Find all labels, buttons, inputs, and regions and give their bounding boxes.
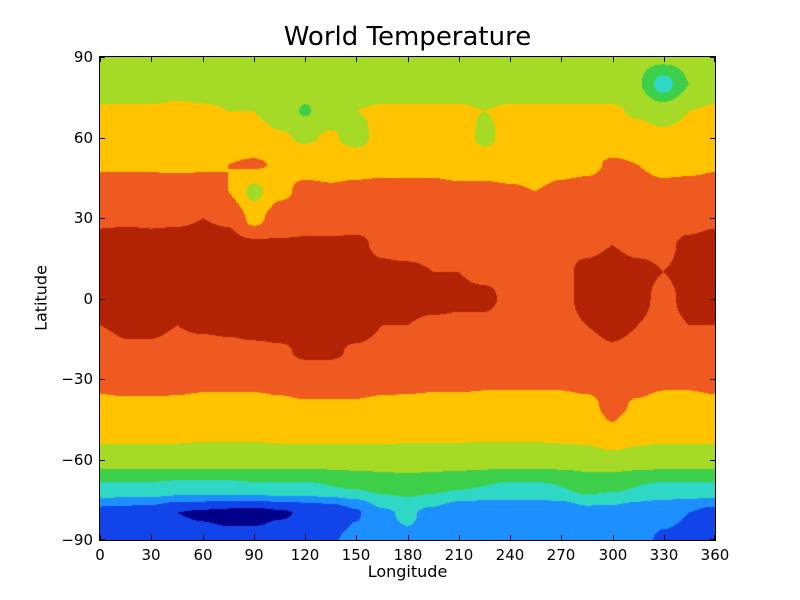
tick-mark bbox=[408, 535, 409, 540]
x-tick-label: 240 bbox=[495, 546, 525, 564]
tick-mark bbox=[100, 57, 105, 58]
tick-mark bbox=[305, 57, 306, 62]
tick-mark bbox=[100, 138, 105, 139]
plot-area bbox=[99, 56, 716, 541]
tick-mark bbox=[710, 379, 715, 380]
x-tick-label: 90 bbox=[244, 546, 264, 564]
tick-mark bbox=[664, 57, 665, 62]
y-tick-label: −30 bbox=[61, 370, 93, 388]
tick-mark bbox=[561, 535, 562, 540]
tick-mark bbox=[408, 57, 409, 62]
tick-mark bbox=[151, 535, 152, 540]
tick-mark bbox=[714, 535, 715, 540]
tick-mark bbox=[710, 138, 715, 139]
tick-mark bbox=[151, 57, 152, 62]
x-tick-label: 150 bbox=[341, 546, 371, 564]
x-tick-label: 360 bbox=[700, 546, 730, 564]
tick-mark bbox=[254, 535, 255, 540]
tick-mark bbox=[254, 57, 255, 62]
x-tick-label: 330 bbox=[649, 546, 679, 564]
tick-mark bbox=[710, 57, 715, 58]
x-axis-label: Longitude bbox=[367, 562, 448, 581]
tick-mark bbox=[510, 57, 511, 62]
x-tick-label: 210 bbox=[444, 546, 474, 564]
tick-mark bbox=[100, 539, 105, 540]
tick-mark bbox=[100, 57, 101, 62]
x-tick-label: 60 bbox=[193, 546, 213, 564]
tick-mark bbox=[100, 535, 101, 540]
y-tick-label: −60 bbox=[61, 451, 93, 469]
tick-mark bbox=[356, 57, 357, 62]
y-tick-label: 90 bbox=[73, 48, 93, 66]
x-tick-label: 120 bbox=[290, 546, 320, 564]
tick-mark bbox=[305, 535, 306, 540]
y-tick-label: 0 bbox=[83, 290, 93, 308]
x-tick-label: 300 bbox=[598, 546, 628, 564]
tick-mark bbox=[459, 535, 460, 540]
tick-mark bbox=[100, 218, 105, 219]
contour-canvas bbox=[100, 57, 715, 540]
tick-mark bbox=[356, 535, 357, 540]
tick-mark bbox=[459, 57, 460, 62]
tick-mark bbox=[710, 218, 715, 219]
y-tick-label: 30 bbox=[73, 209, 93, 227]
tick-mark bbox=[710, 299, 715, 300]
x-tick-label: 180 bbox=[393, 546, 423, 564]
tick-mark bbox=[613, 535, 614, 540]
x-tick-label: 30 bbox=[141, 546, 161, 564]
tick-mark bbox=[710, 460, 715, 461]
tick-mark bbox=[710, 539, 715, 540]
y-tick-label: −90 bbox=[61, 531, 93, 549]
tick-mark bbox=[203, 535, 204, 540]
tick-mark bbox=[664, 535, 665, 540]
tick-mark bbox=[100, 379, 105, 380]
chart-title: World Temperature bbox=[283, 22, 532, 52]
tick-mark bbox=[100, 299, 105, 300]
tick-mark bbox=[561, 57, 562, 62]
tick-mark bbox=[714, 57, 715, 62]
x-tick-label: 270 bbox=[546, 546, 576, 564]
tick-mark bbox=[613, 57, 614, 62]
tick-mark bbox=[203, 57, 204, 62]
tick-mark bbox=[100, 460, 105, 461]
x-tick-label: 0 bbox=[95, 546, 105, 564]
y-tick-label: 60 bbox=[73, 129, 93, 147]
tick-mark bbox=[510, 535, 511, 540]
